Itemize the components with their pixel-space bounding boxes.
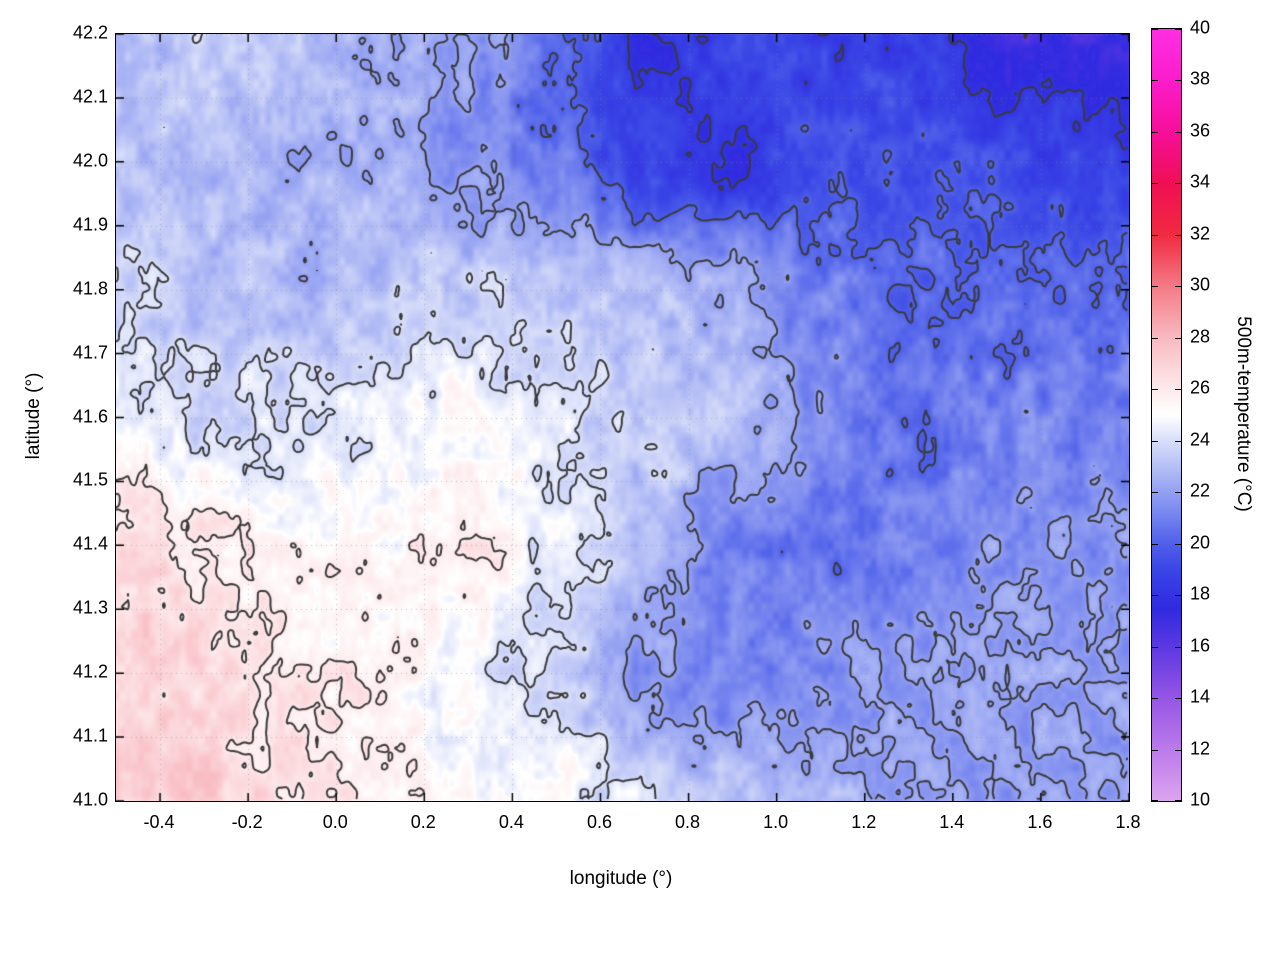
colorbar-tick-mark xyxy=(1175,543,1181,545)
colorbar-tick-mark xyxy=(1152,492,1158,494)
x-tick-label: 0.0 xyxy=(322,812,348,832)
colorbar-tick-mark xyxy=(1175,595,1181,597)
colorbar-tick-mark xyxy=(1152,80,1158,82)
x-tick-label: -0.4 xyxy=(143,812,175,832)
y-axis-ticks: 41.0 41.1 41.2 41.3 41.4 41.5 41.6 41.7 41.8 41.9… xyxy=(0,0,108,960)
colorbar-tick-mark xyxy=(1175,183,1181,185)
colorbar-tick-mark xyxy=(1152,337,1158,339)
colorbar-tick-mark xyxy=(1175,646,1181,648)
colorbar-tick-mark xyxy=(1175,337,1181,339)
y-tick-label: 41.4 xyxy=(72,533,108,554)
x-tick-label: 1.6 xyxy=(1027,812,1053,832)
y-tick-label: 41.2 xyxy=(72,661,108,682)
colorbar-tick-label: 12 xyxy=(1190,738,1211,759)
colorbar-tick-label: 18 xyxy=(1190,583,1211,604)
y-tick-label: 41.0 xyxy=(72,789,108,810)
colorbar-gradient xyxy=(1152,29,1181,801)
x-tick-label: 0.2 xyxy=(410,812,436,832)
colorbar-tick-label: 38 xyxy=(1190,68,1211,89)
colorbar-tick-mark xyxy=(1152,131,1158,133)
plot-area xyxy=(115,33,1130,802)
colorbar-tick-mark xyxy=(1152,286,1158,288)
y-tick-label: 41.5 xyxy=(72,469,108,490)
colorbar-tick-mark xyxy=(1152,543,1158,545)
y-tick-label: 41.7 xyxy=(72,342,108,363)
colorbar-tick-label: 30 xyxy=(1190,274,1211,295)
colorbar-tick-label: 34 xyxy=(1190,171,1211,192)
colorbar-tick-mark xyxy=(1175,29,1181,30)
colorbar xyxy=(1151,28,1182,802)
colorbar-tick-mark xyxy=(1152,646,1158,648)
colorbar-tick-label: 16 xyxy=(1190,635,1211,656)
colorbar-tick-mark xyxy=(1175,234,1181,236)
colorbar-tick-mark xyxy=(1152,800,1158,801)
y-axis-label: latitude (°) xyxy=(23,372,44,460)
colorbar-tick-mark xyxy=(1175,389,1181,391)
x-tick-label: 1.2 xyxy=(851,812,877,832)
colorbar-label: 500m-temperature (°C) xyxy=(1233,316,1254,512)
colorbar-tick-label: 24 xyxy=(1190,429,1211,450)
y-tick-label: 41.6 xyxy=(72,406,108,426)
colorbar-tick-label: 14 xyxy=(1190,686,1211,707)
y-tick-label: 41.3 xyxy=(72,597,108,618)
colorbar-tick-mark xyxy=(1175,749,1181,751)
x-axis-label: longitude (°) xyxy=(569,868,673,889)
colorbar-tick-mark xyxy=(1175,80,1181,82)
y-tick-label: 41.1 xyxy=(72,725,108,746)
colorbar-tick-mark xyxy=(1175,698,1181,700)
colorbar-tick-label: 32 xyxy=(1190,223,1211,244)
y-tick-label: 42.1 xyxy=(72,86,108,107)
colorbar-tick-label: 26 xyxy=(1190,377,1211,398)
colorbar-tick-mark xyxy=(1175,131,1181,133)
x-tick-label: -0.2 xyxy=(231,812,263,832)
heatmap-canvas xyxy=(116,34,1129,801)
colorbar-tick-label: 36 xyxy=(1190,120,1211,141)
colorbar-tick-mark xyxy=(1152,440,1158,442)
colorbar-tick-label: 22 xyxy=(1190,480,1211,501)
x-tick-label: 0.4 xyxy=(498,812,524,832)
x-tick-label: 1.4 xyxy=(939,812,965,832)
x-tick-label: 1.0 xyxy=(763,812,789,832)
y-tick-label: 42.2 xyxy=(72,22,108,43)
x-axis-ticks: -0.4 -0.2 0.0 0.2 0.4 0.6 0.8 1.0 1.2 1.4 1.6 1.8 xyxy=(0,812,1280,838)
y-tick-label: 41.9 xyxy=(72,214,108,235)
colorbar-tick-mark xyxy=(1175,440,1181,442)
colorbar-tick-mark xyxy=(1175,286,1181,288)
x-tick-label: 0.6 xyxy=(586,812,612,832)
colorbar-tick-mark xyxy=(1175,492,1181,494)
colorbar-tick-labels: 10 12 14 16 18 20 22 24 26 28 30 32 34 36 38 40 xyxy=(1190,18,1250,810)
colorbar-tick-mark xyxy=(1152,183,1158,185)
y-tick-label: 42.0 xyxy=(72,150,108,171)
y-tick-label: 41.8 xyxy=(72,278,108,299)
colorbar-tick-label: 28 xyxy=(1190,326,1211,347)
colorbar-tick-mark xyxy=(1152,698,1158,700)
colorbar-tick-mark xyxy=(1152,749,1158,751)
colorbar-tick-label: 20 xyxy=(1190,532,1211,553)
x-tick-label: 1.8 xyxy=(1115,812,1141,832)
colorbar-tick-label: 40 xyxy=(1190,17,1211,38)
colorbar-tick-mark xyxy=(1175,800,1181,801)
colorbar-tick-label: 10 xyxy=(1190,789,1211,810)
x-tick-label: 0.8 xyxy=(675,812,701,832)
colorbar-tick-mark xyxy=(1152,29,1158,30)
colorbar-tick-mark xyxy=(1152,389,1158,391)
colorbar-tick-mark xyxy=(1152,595,1158,597)
colorbar-tick-mark xyxy=(1152,234,1158,236)
